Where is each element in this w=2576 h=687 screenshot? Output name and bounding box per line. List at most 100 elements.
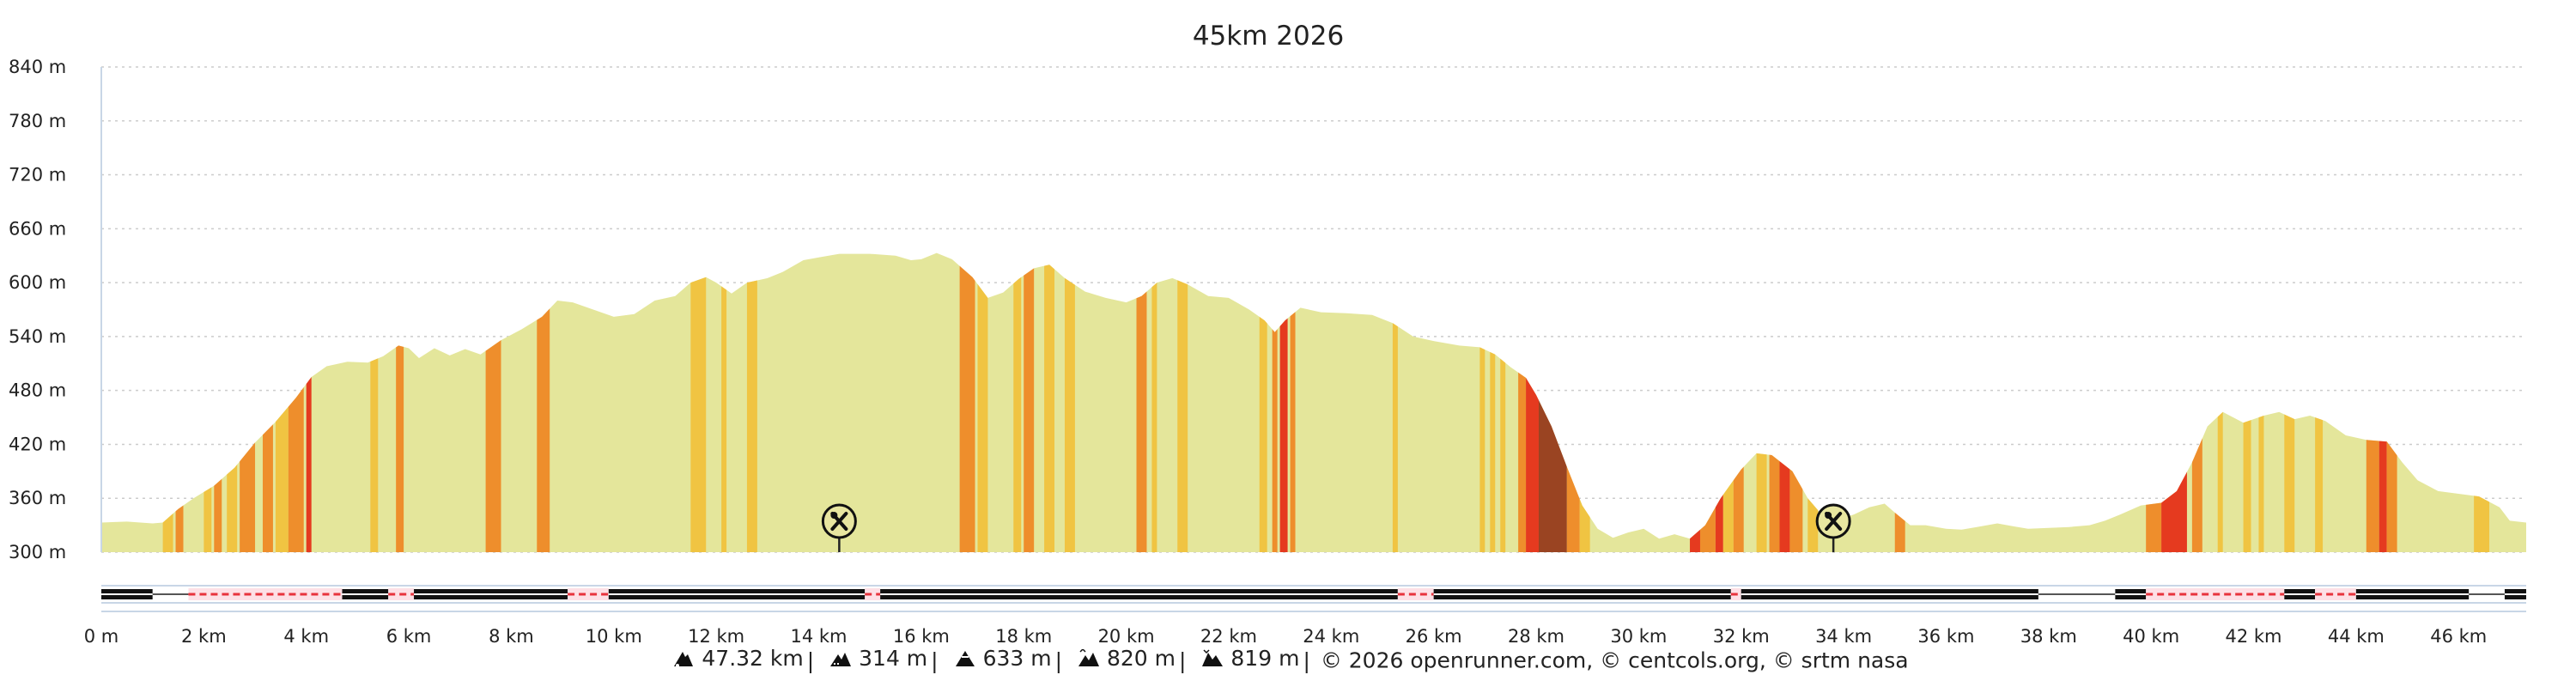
gradient-band: [1151, 252, 1157, 552]
gradient-band: [2217, 252, 2223, 552]
x-tick-label: 12 km: [688, 626, 744, 647]
poi-markers[interactable]: [821, 503, 1851, 552]
stats-footer: 47.32 km | 314 m | 633 m | 820 m | 819 m…: [0, 646, 2576, 673]
gradient-band: [537, 252, 550, 552]
gradient-band: [1013, 252, 1022, 552]
gradient-band: [1894, 252, 1905, 552]
gradient-band: [1290, 252, 1296, 552]
gradient-band: [1789, 252, 1803, 552]
gradient-band: [275, 252, 289, 552]
x-tick-label: 46 km: [2430, 626, 2487, 647]
track-segment: [568, 588, 609, 600]
y-tick-label: 720 m: [9, 165, 66, 185]
x-tick-label: 34 km: [1815, 626, 1872, 647]
gradient-band: [204, 252, 212, 552]
gradient-band: [1177, 252, 1188, 552]
gradient-band: [2191, 252, 2202, 552]
restaurant-icon[interactable]: [821, 503, 857, 552]
gradient-band: [1538, 252, 1567, 552]
x-tick-label: 2 km: [181, 626, 227, 647]
gradient-band: [1479, 252, 1485, 552]
gradient-band: [2379, 252, 2387, 552]
gradient-band: [1136, 252, 1147, 552]
gradient-band: [2315, 252, 2324, 552]
track-bar: [101, 585, 2526, 604]
x-tick-label: 8 km: [489, 626, 534, 647]
gradient-band: [1733, 252, 1744, 552]
stat-distance-value: 47.32 km: [702, 646, 804, 671]
y-tick-label: 480 m: [9, 380, 66, 401]
gradient-band: [370, 252, 379, 552]
y-tick-label: 540 m: [9, 326, 66, 347]
gradient-band: [485, 252, 501, 552]
gradient-band: [1779, 252, 1790, 552]
gradient-band: [1526, 252, 1539, 552]
gradient-band: [2284, 252, 2295, 552]
y-tick-label: 780 m: [9, 111, 66, 131]
stat-max-altitude-value: 633 m: [982, 646, 1052, 671]
x-axis: 0 m 2 km 4 km 6 km 8 km 10 km 12 km 14 km 16 km 1…: [84, 611, 2526, 647]
x-tick-label: 16 km: [893, 626, 950, 647]
gradient-band: [1690, 252, 1700, 552]
x-tick-label: 26 km: [1406, 626, 1462, 647]
gradient-band: [2366, 252, 2379, 552]
gradient-band: [746, 252, 757, 552]
gradient-band: [1566, 252, 1580, 552]
x-tick-label: 14 km: [790, 626, 847, 647]
gradient-band: [1279, 252, 1288, 552]
stat-max-altitude: 633 m: [949, 646, 1052, 671]
x-tick-label: 30 km: [1610, 626, 1667, 647]
x-tick-label: 10 km: [586, 626, 642, 647]
gradient-band: [1044, 252, 1055, 552]
y-tick-label: 660 m: [9, 218, 66, 239]
distance-icon: [674, 651, 694, 667]
gradient-band: [288, 252, 304, 552]
restaurant-icon[interactable]: [1815, 503, 1851, 552]
x-tick-label: 36 km: [1917, 626, 1974, 647]
gradient-band: [1024, 252, 1035, 552]
gradient-band: [240, 252, 256, 552]
x-tick-label: 20 km: [1098, 626, 1155, 647]
stat-descent: 819 m: [1196, 646, 1299, 671]
x-tick-label: 6 km: [386, 626, 432, 647]
gradient-band: [1769, 252, 1780, 552]
gradient-band: [2386, 252, 2397, 552]
elevation-gain-icon: [830, 652, 852, 666]
gradient-band: [977, 252, 988, 552]
gradient-band: [2243, 252, 2251, 552]
y-tick-label: 840 m: [9, 57, 66, 77]
track-segment: [188, 588, 343, 600]
stat-descent-value: 819 m: [1230, 646, 1300, 671]
x-tick-label: 18 km: [995, 626, 1052, 647]
gradient-band: [1518, 252, 1527, 552]
gradient-band: [1715, 252, 1723, 552]
y-tick-label: 300 m: [9, 542, 66, 562]
x-tick-label: 24 km: [1303, 626, 1359, 647]
gradient-band: [2161, 252, 2187, 552]
track-segment: [2315, 588, 2356, 600]
track-segment: [865, 588, 881, 600]
gradient-band: [227, 252, 238, 552]
gradient-band: [1699, 252, 1716, 552]
gradient-band: [162, 252, 173, 552]
x-tick-label: 32 km: [1713, 626, 1770, 647]
x-tick-label: 0 m: [84, 626, 119, 647]
elevation-area: [101, 252, 2526, 552]
ascent-icon: [1078, 648, 1099, 666]
gradient-band: [1064, 252, 1075, 552]
gradient-band: [1500, 252, 1506, 552]
gradient-band: [690, 252, 707, 552]
gradient-band: [175, 252, 184, 552]
descent-icon: [1202, 648, 1224, 666]
y-tick-label: 360 m: [9, 488, 66, 508]
x-tick-label: 40 km: [2123, 626, 2179, 647]
stat-distance: 47.32 km: [667, 646, 804, 671]
credits: © 2026 openrunner.com, © centcols.org, ©…: [1320, 647, 1909, 673]
y-tick-label: 420 m: [9, 434, 66, 454]
stat-ascent: 820 m: [1072, 646, 1176, 671]
x-tick-label: 42 km: [2226, 626, 2282, 647]
gradient-band: [2146, 252, 2162, 552]
gradient-band: [959, 252, 975, 552]
stat-ascent-value: 820 m: [1106, 646, 1176, 671]
